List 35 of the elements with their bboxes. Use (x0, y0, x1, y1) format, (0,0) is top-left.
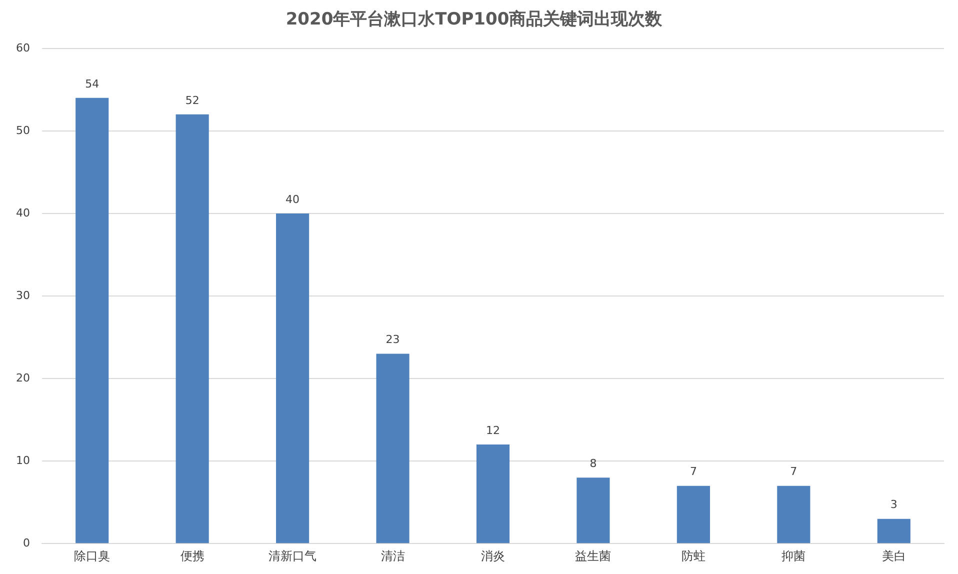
bar (276, 213, 310, 544)
x-tick-label: 除口臭 (74, 548, 110, 563)
x-tick-label: 清洁 (380, 548, 405, 563)
bar (877, 518, 910, 544)
data-label: 7 (790, 465, 798, 478)
bar (576, 478, 610, 544)
y-tick-label: 50 (16, 124, 30, 137)
y-tick-label: 20 (16, 371, 30, 384)
y-tick-label: 60 (16, 41, 30, 54)
bar (376, 354, 410, 544)
x-tick-label: 清新口气 (268, 548, 317, 563)
x-tick-label: 防蛀 (681, 548, 706, 563)
y-tick-label: 10 (16, 454, 30, 467)
y-tick-label: 40 (16, 206, 30, 220)
x-tick-label: 美白 (882, 548, 906, 563)
data-label: 52 (185, 94, 200, 107)
y-tick-label: 0 (22, 536, 30, 550)
data-label: 54 (85, 77, 100, 90)
data-label: 12 (486, 424, 500, 437)
data-label: 23 (386, 333, 400, 346)
bar (76, 98, 109, 544)
bar (676, 486, 710, 544)
y-tick-label: 30 (16, 288, 30, 302)
x-tick-label: 便携 (180, 548, 204, 563)
chart-title: 2020年平台漱口水TOP100商品关键词出现次数 (286, 10, 664, 30)
x-tick-label: 益生菌 (575, 548, 612, 563)
bar (476, 444, 510, 544)
data-label: 3 (890, 498, 898, 512)
data-label: 8 (590, 456, 597, 470)
bar (176, 114, 209, 544)
x-tick-label: 抑菌 (782, 548, 806, 563)
bar (777, 486, 810, 544)
x-tick-label: 消炎 (481, 548, 505, 563)
data-label: 7 (690, 465, 697, 478)
data-label: 40 (286, 192, 300, 206)
